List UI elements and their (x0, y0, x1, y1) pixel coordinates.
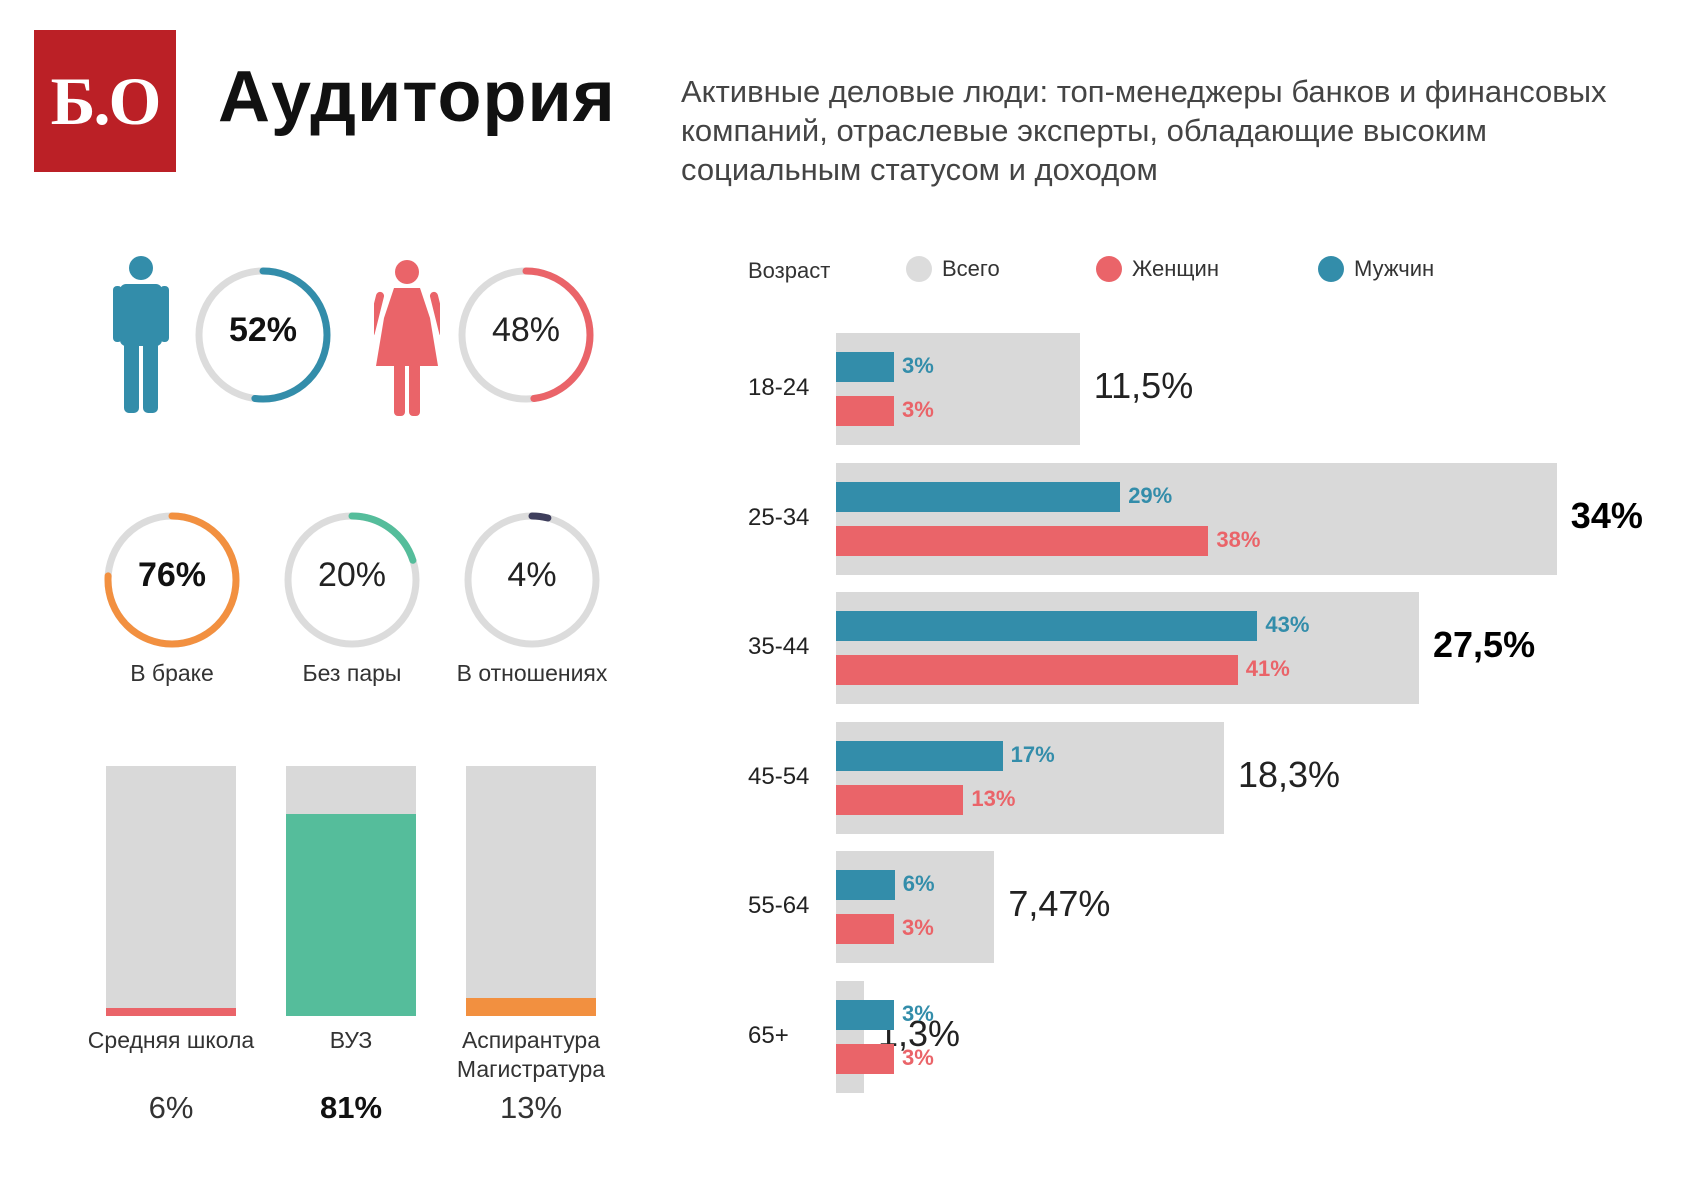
male-value-35-44: 43% (1265, 612, 1310, 637)
edu-university-bar (286, 813, 416, 1016)
female-value-25-34: 38% (1216, 526, 1261, 552)
legend-age-title: Возраст (748, 258, 830, 284)
page-subtitle: Активные деловые люди: топ-менеджеры бан… (681, 74, 1607, 187)
legend-female-swatch (1096, 256, 1122, 282)
married-ring: 76% (102, 510, 242, 650)
male-share-value: 52% (228, 311, 298, 349)
male-bar-18-24 (836, 352, 894, 382)
legend-female-text: Женщин (1132, 256, 1219, 281)
age-label-45-54: 45-54 (748, 762, 810, 790)
edu-university-track (286, 766, 416, 1016)
legend-age-title-text: Возраст (748, 258, 831, 283)
total-bar-65plus (836, 980, 864, 1093)
male-bar-65plus (836, 999, 894, 1030)
male-bar-25-34 (836, 481, 1121, 512)
relationship-label: В отношениях (456, 660, 608, 686)
total-value-35-44: 27,5% (1433, 624, 1536, 665)
legend-total-text: Всего (942, 256, 1000, 281)
age-label-55-64: 55-64 (748, 892, 810, 919)
female-person-icon (374, 258, 440, 418)
female-share-arc (458, 267, 594, 403)
age-label-25-34: 25-34 (748, 503, 810, 531)
relationship-arc (464, 512, 600, 648)
married-label: В браке (130, 660, 214, 686)
legend-male-text: Мужчин (1354, 256, 1435, 281)
female-share-value: 48% (491, 311, 561, 349)
edu-graduate-value: 13% (499, 1090, 563, 1125)
edu-school-bar (106, 1007, 236, 1016)
female-bar-45-54 (836, 784, 964, 815)
female-value-35-44: 41% (1245, 656, 1290, 681)
male-value-18-24: 3% (902, 353, 934, 378)
total-bar-35-44 (836, 592, 1419, 704)
edu-school-label: Средняя школа (87, 1027, 255, 1053)
single-ring: 20% (282, 510, 422, 650)
edu-graduate-label: Аспирантура Магистратура (456, 1027, 606, 1082)
male-value-25-34: 29% (1128, 482, 1173, 508)
legend-male-swatch (1318, 256, 1344, 282)
legend-total-swatch (906, 256, 932, 282)
legend-total: Всего (906, 256, 1000, 282)
married-value: 76% (137, 556, 207, 594)
male-value-55-64: 6% (902, 871, 935, 896)
male-bar-55-64 (836, 870, 895, 900)
female-share-ring: 48% (456, 265, 596, 405)
female-value-45-54: 13% (971, 785, 1016, 811)
legend-male: Мужчин (1318, 256, 1434, 282)
relationship-value: 4% (507, 556, 557, 594)
female-bar-35-44 (836, 655, 1238, 685)
page-title: Аудитория (218, 57, 616, 137)
age-label-35-44: 35-44 (748, 633, 810, 660)
total-value-45-54: 18,3% (1237, 753, 1341, 795)
male-person-icon (112, 255, 170, 415)
female-bar-18-24 (836, 396, 894, 426)
logo-text: Б.О (50, 63, 162, 139)
single-value: 20% (317, 556, 387, 594)
female-bar-65plus (836, 1043, 894, 1074)
relationship-ring: 4% (462, 510, 602, 650)
brand-logo: Б.О (34, 30, 176, 172)
male-bar-45-54 (836, 740, 1003, 771)
edu-university-label: ВУЗ (329, 1027, 373, 1053)
female-value-65plus: 3% (902, 1044, 934, 1070)
age-label-65plus: 65+ (748, 1021, 789, 1049)
female-value-18-24: 3% (902, 397, 934, 422)
male-share-ring: 52% (193, 265, 333, 405)
male-value-45-54: 17% (1010, 741, 1055, 767)
edu-university-value: 81% (319, 1090, 383, 1125)
female-bar-25-34 (836, 525, 1209, 556)
female-bar-55-64 (836, 914, 894, 944)
total-value-55-64: 7,47% (1008, 883, 1111, 924)
total-value-25-34: 34% (1570, 494, 1643, 536)
male-share-arc (195, 267, 331, 403)
legend-female: Женщин (1096, 256, 1219, 282)
male-value-65plus: 3% (902, 1000, 934, 1026)
total-bar-55-64 (836, 851, 995, 963)
total-bar-25-34 (836, 462, 1557, 575)
edu-graduate-bar (466, 998, 596, 1016)
edu-school-track (106, 766, 236, 1016)
edu-graduate-track (466, 766, 596, 1016)
single-arc (284, 512, 420, 648)
female-value-55-64: 3% (902, 915, 934, 940)
single-label: Без пары (302, 660, 402, 686)
total-value-18-24: 11,5% (1093, 365, 1194, 406)
age-label-18-24: 18-24 (748, 374, 810, 401)
married-arc (104, 512, 240, 648)
total-bar-18-24 (836, 333, 1080, 445)
edu-school-value: 6% (148, 1090, 194, 1125)
total-bar-45-54 (836, 721, 1224, 834)
male-bar-35-44 (836, 611, 1258, 641)
